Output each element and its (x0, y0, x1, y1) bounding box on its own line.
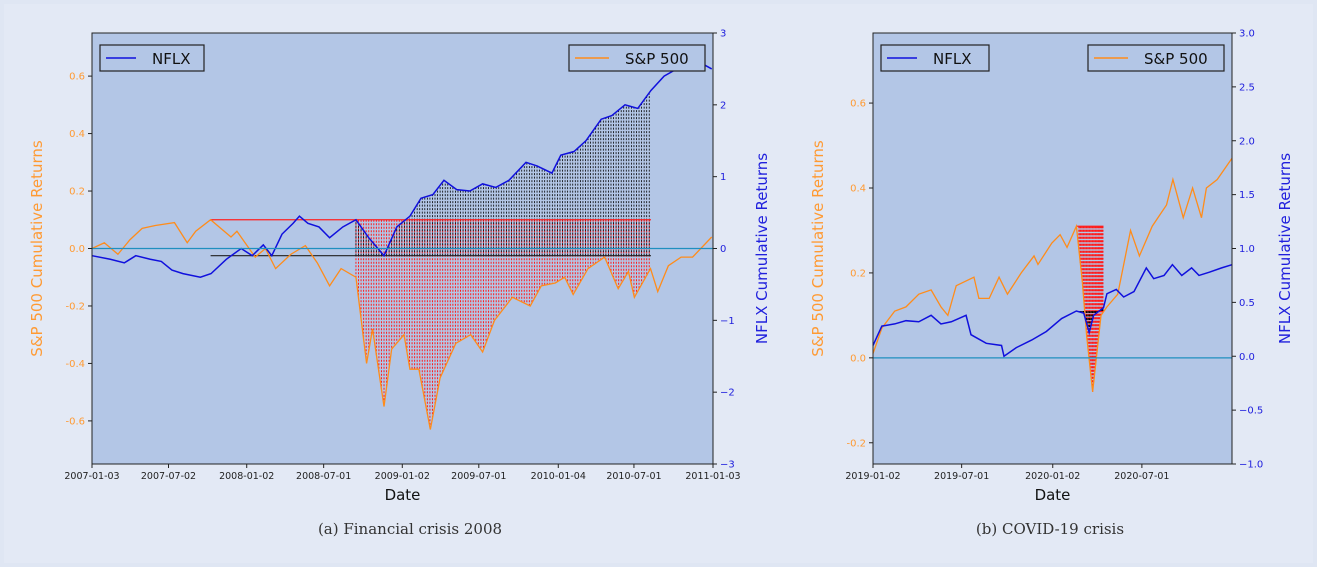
chart0-legend-label-nflx: NFLX (152, 50, 190, 68)
chart0-y-right-tick-label: −1 (720, 316, 735, 327)
chart1-y-left-tick-label: 0.2 (850, 268, 866, 279)
chart1-y-left-tick-label: 0.6 (850, 99, 866, 110)
chart0-x-tick-label: 2009-01-02 (375, 471, 430, 482)
chart0-y-left-tick-label: 0.2 (69, 187, 85, 198)
chart0-x-tick-label: 2008-07-01 (296, 471, 351, 482)
chart0-y-left-tick-label: -0.2 (65, 301, 85, 312)
chart0-series-nflx (91, 57, 713, 279)
chart0-y-left-tick-label: -0.4 (65, 359, 85, 370)
chart1-x-tick-label: 2019-07-01 (934, 471, 989, 482)
chart1-y-right-tick-label: 3.0 (1239, 29, 1255, 40)
chart1-legend-nflx: NFLX (880, 44, 990, 72)
chart0-legend-sp500: S&P 500 (568, 44, 706, 72)
chart0-y-right-tick-label: 3 (720, 29, 726, 40)
chart1-x-tick-label: 2020-01-02 (1025, 471, 1080, 482)
chart0-legend-label-sp500: S&P 500 (625, 50, 689, 68)
chart1-x-axis-label: Date (1035, 486, 1071, 504)
chart1-y-right-axis-label: NFLX Cumulative Returns (1276, 153, 1294, 344)
chart0-series-sp500 (91, 218, 713, 430)
chart1-y-left-axis-label: S&P 500 Cumulative Returns (809, 140, 827, 357)
chart1-legend-label-sp500: S&P 500 (1144, 50, 1208, 68)
chart0-y-right-tick-label: −2 (720, 388, 735, 399)
chart0-legend-nflx: NFLX (99, 44, 205, 72)
chart1-y-left-tick-label: -0.2 (846, 438, 866, 449)
chart0-y-left-axis-label: S&P 500 Cumulative Returns (28, 140, 46, 357)
chart0-y-right-axis-label: NFLX Cumulative Returns (753, 153, 771, 344)
chart0-x-tick-label: 2010-01-04 (531, 471, 586, 482)
chart0-x-tick-label: 2011-01-03 (685, 471, 740, 482)
chart0-y-left-tick-label: 0.0 (69, 244, 85, 255)
chart0-y-left-tick-label: 0.4 (69, 129, 85, 140)
chart1-x-tick-label: 2020-07-01 (1114, 471, 1169, 482)
chart0-x-tick-label: 2007-07-02 (141, 471, 196, 482)
chart1-series-nflx (872, 263, 1233, 358)
chart1-y-left-tick-label: 0.4 (850, 183, 866, 194)
chart1-y-right-tick-label: 2.5 (1239, 82, 1255, 93)
chart1-legend-sp500: S&P 500 (1087, 44, 1225, 72)
chart1-y-right-tick-label: 0.0 (1239, 352, 1255, 363)
chart1-y-right-tick-label: 1.0 (1239, 244, 1255, 255)
chart0-x-tick-label: 2007-01-03 (64, 471, 119, 482)
chart1-y-right-tick-label: 2.0 (1239, 136, 1255, 147)
chart0-y-right-tick-label: 0 (720, 244, 726, 255)
chart0-y-right-tick-label: 2 (720, 100, 726, 111)
caption-a: (a) Financial crisis 2008 (317, 520, 503, 538)
chart1-y-right-tick-label: 0.5 (1239, 298, 1255, 309)
chart1-y-left-tick-label: 0.0 (850, 353, 866, 364)
chart1-legend-box (880, 44, 990, 72)
chart0-drawdown-hatching (355, 92, 650, 428)
caption-b: (b) COVID-19 crisis (975, 520, 1125, 538)
chart0-y-right-tick-label: −3 (720, 460, 735, 471)
chart0-y-left-tick-label: 0.6 (69, 72, 85, 83)
chart1-series-sp500 (872, 157, 1233, 392)
chart1-y-right-tick-label: −1.0 (1239, 460, 1263, 471)
chart1-y-right-tick-label: −0.5 (1239, 406, 1263, 417)
chart1-x-tick-label: 2019-01-02 (845, 471, 900, 482)
chart0-x-tick-label: 2010-07-01 (606, 471, 661, 482)
chart0-x-tick-label: 2008-01-02 (219, 471, 274, 482)
chart1-plot-area (873, 33, 1232, 464)
chart1-legend-label-nflx: NFLX (933, 50, 971, 68)
chart0-y-right-tick-label: 1 (720, 172, 726, 183)
chart1-y-right-tick-label: 1.5 (1239, 190, 1255, 201)
chart0-y-left-tick-label: -0.6 (65, 416, 85, 427)
chart0-x-tick-label: 2009-07-01 (451, 471, 506, 482)
chart0-x-axis-label: Date (385, 486, 421, 504)
